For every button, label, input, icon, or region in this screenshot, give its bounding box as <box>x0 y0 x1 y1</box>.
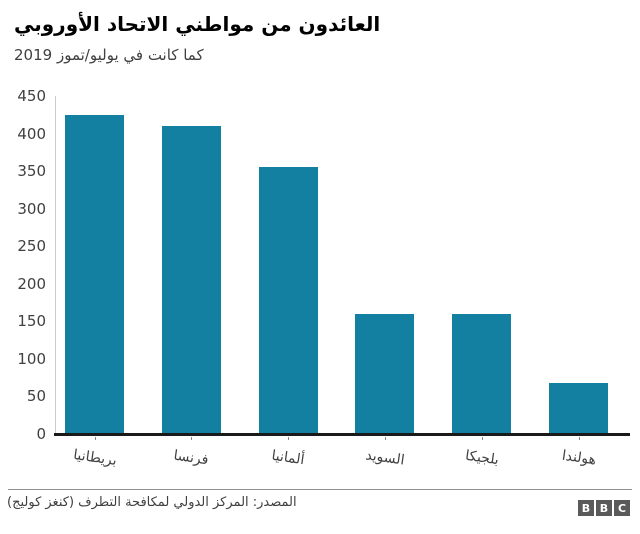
y-axis-tick-label: 0 <box>36 425 46 443</box>
bar-بريطانيا[interactable] <box>65 114 124 434</box>
y-axis-tick-label: 450 <box>17 87 46 105</box>
y-axis-tick-label: 250 <box>17 237 46 256</box>
x-axis-label: بلجيكا <box>463 447 500 469</box>
x-axis-tick <box>578 437 580 440</box>
bar-السويد[interactable] <box>355 313 415 434</box>
x-axis-label: هولندا <box>560 447 597 469</box>
x-axis-tick <box>191 437 193 440</box>
y-axis-tick-label: 200 <box>17 274 46 293</box>
x-axis-label: بريطانيا <box>71 447 118 469</box>
bar-بلجيكا[interactable] <box>452 313 512 434</box>
y-axis-tick-label: 300 <box>17 199 46 218</box>
y-axis-line <box>55 96 56 434</box>
bbc-logo-letter: B <box>596 500 612 516</box>
bar-ألمانيا[interactable] <box>258 166 318 434</box>
bbc-logo-letter: B <box>578 500 594 516</box>
x-axis-label: ألمانيا <box>270 447 306 469</box>
footer-divider <box>8 489 632 490</box>
x-axis-line <box>54 433 630 436</box>
x-axis-label: السويد <box>364 447 406 469</box>
bar-هولندا[interactable] <box>549 382 608 434</box>
y-axis-tick-label: 350 <box>17 162 46 181</box>
x-axis-tick <box>94 437 96 440</box>
y-axis-tick-label: 100 <box>17 349 46 368</box>
x-axis-tick <box>481 437 483 440</box>
chart-title: العائدون من مواطني الاتحاد الأوروبي <box>14 12 381 36</box>
y-axis-tick-label: 400 <box>17 124 46 143</box>
bbc-logo-letter: C <box>614 500 630 516</box>
chart-subtitle: كما كانت في يوليو/تموز 2019 <box>14 46 204 64</box>
x-axis-tick <box>384 437 386 440</box>
x-axis-label: فرنسا <box>172 447 210 469</box>
x-axis-tick <box>288 437 290 440</box>
y-axis-tick-label: 150 <box>17 312 46 331</box>
source-caption: المصدر: المركز الدولي لمكافحة التطرف (كن… <box>7 495 297 510</box>
bbc-logo: B B C <box>578 500 630 516</box>
y-axis-tick-label: 50 <box>26 387 46 406</box>
bar-فرنسا[interactable] <box>161 126 221 434</box>
